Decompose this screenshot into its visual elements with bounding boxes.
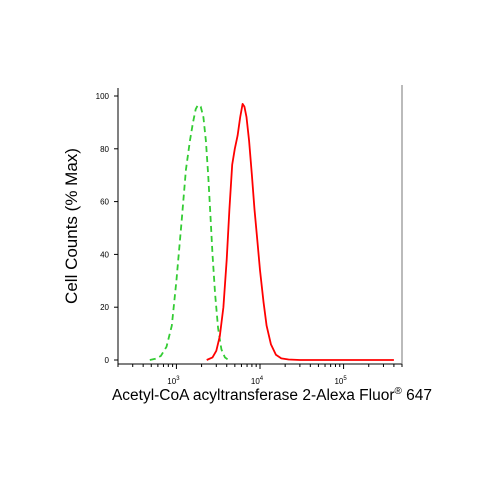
x-axis-title-suffix: 647 bbox=[402, 387, 432, 404]
y-tick-label: 60 bbox=[100, 198, 109, 207]
x-axis-title: Acetyl-CoA acyltransferase 2-Alexa Fluor… bbox=[112, 386, 432, 404]
x-tick-base: 10 bbox=[334, 377, 343, 386]
y-tick-label: 0 bbox=[105, 356, 110, 365]
x-tick-base: 10 bbox=[251, 377, 260, 386]
y-tick-label: 100 bbox=[96, 92, 110, 101]
x-tick-label: 105 bbox=[334, 376, 347, 386]
x-tick-label: 104 bbox=[251, 376, 264, 386]
x-tick-label: 103 bbox=[167, 376, 180, 386]
series-line-2 bbox=[206, 103, 394, 361]
y-tick-label: 40 bbox=[100, 250, 109, 259]
x-tick-exponent: 5 bbox=[343, 376, 347, 382]
series-line-1 bbox=[149, 104, 230, 361]
y-tick-label: 80 bbox=[100, 145, 109, 154]
y-tick-label: 20 bbox=[100, 303, 109, 312]
plot-frame bbox=[117, 85, 403, 365]
series-layer bbox=[149, 103, 394, 361]
x-tick-exponent: 4 bbox=[260, 376, 264, 382]
x-tick-base: 10 bbox=[167, 377, 176, 386]
x-axis-ticks: 103 104 105 bbox=[117, 364, 403, 386]
x-axis-title-main: Acetyl-CoA acyltransferase 2-Alexa Fluor bbox=[112, 387, 395, 404]
x-tick-exponent: 3 bbox=[176, 376, 180, 382]
y-axis-ticks: 0 20 40 60 80 100 bbox=[96, 92, 118, 365]
y-axis-title: Cell Counts (% Max) bbox=[62, 148, 81, 304]
x-axis-title-registered-mark: ® bbox=[395, 386, 403, 397]
